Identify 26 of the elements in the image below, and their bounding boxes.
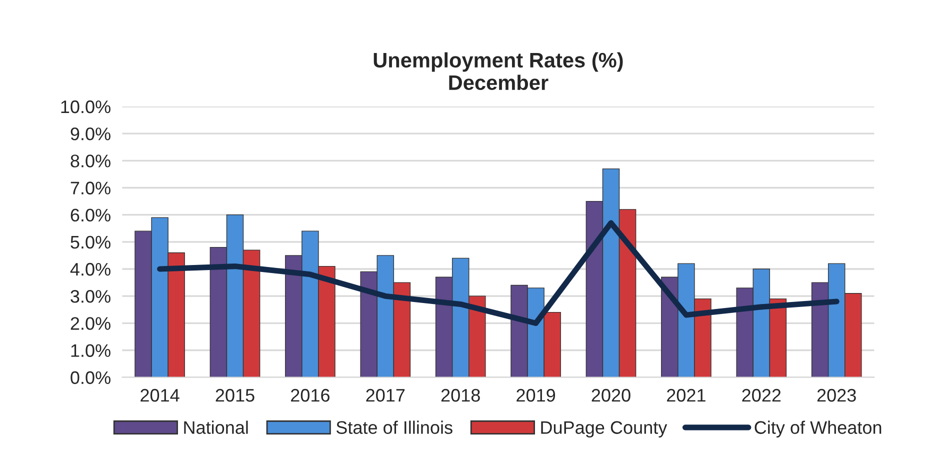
legend-label: State of Illinois xyxy=(336,420,452,434)
y-tick-label: 6.0% xyxy=(70,208,110,222)
y-tick-label: 9.0% xyxy=(70,128,110,140)
x-tick-label: 2022 xyxy=(742,388,781,402)
x-tick-label: 2019 xyxy=(516,388,556,402)
x-tick-label: 2016 xyxy=(291,388,330,402)
y-tick-label: 2.0% xyxy=(70,317,110,330)
y-tick-label: 3.0% xyxy=(70,290,110,303)
x-tick-label: 2014 xyxy=(140,388,180,402)
x-tick-label: 2018 xyxy=(441,388,480,402)
chart-title: Unemployment Rates (%) December xyxy=(374,52,623,90)
legend-label: DuPage County xyxy=(541,421,668,438)
x-tick-label: 2017 xyxy=(366,388,405,402)
y-tick-label: 8.0% xyxy=(70,154,110,168)
legend-label: City of Wheaton xyxy=(754,420,882,438)
y-tick-label: 0.0% xyxy=(70,371,110,384)
legend-label: National xyxy=(184,420,248,434)
y-tick-label: 10.0% xyxy=(61,100,110,114)
x-tick-label: 2015 xyxy=(216,388,254,402)
x-tick-label: 2021 xyxy=(667,388,706,402)
y-tick-label: 1.0% xyxy=(71,344,110,357)
x-tick-label: 2023 xyxy=(817,388,856,402)
y-tick-label: 4.0% xyxy=(70,262,110,276)
y-tick-label: 7.0% xyxy=(70,182,110,194)
x-tick-label: 2020 xyxy=(592,388,630,402)
y-tick-label: 5.0% xyxy=(70,236,110,249)
